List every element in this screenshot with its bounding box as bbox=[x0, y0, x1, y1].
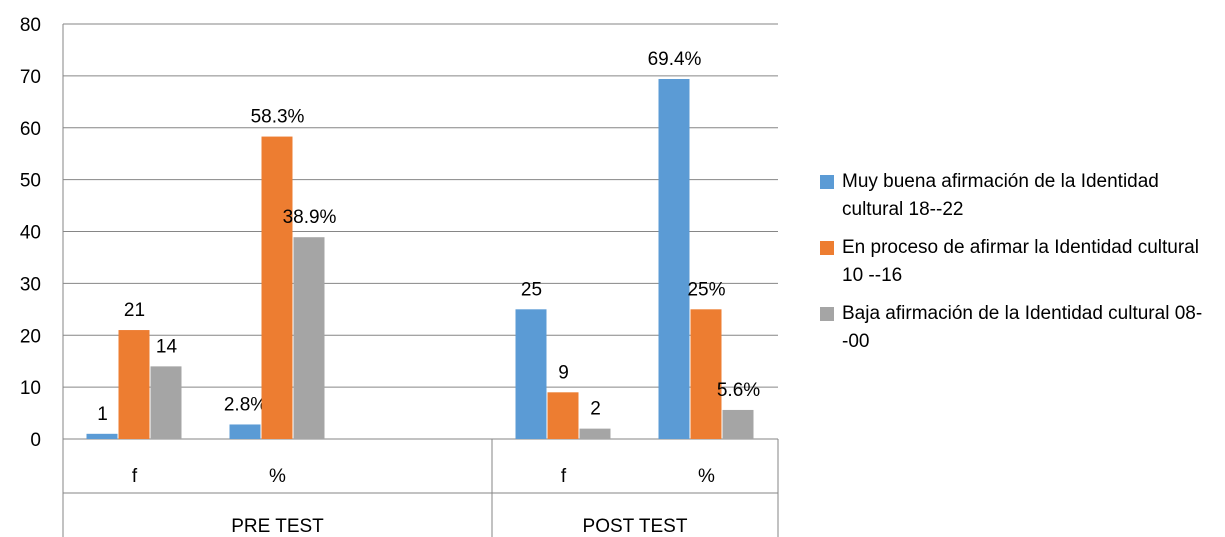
y-tick-label: 30 bbox=[20, 274, 41, 295]
y-tick-label: 60 bbox=[20, 119, 41, 140]
legend-label: En proceso de afirmar la Identidad cultu… bbox=[842, 237, 1199, 286]
y-tick-label: 40 bbox=[20, 223, 41, 244]
y-tick-label: 20 bbox=[20, 326, 41, 347]
data-label: 2 bbox=[590, 399, 601, 420]
data-label: 5.6% bbox=[717, 380, 760, 401]
y-tick-label: 10 bbox=[20, 378, 41, 399]
legend-swatch bbox=[820, 307, 834, 321]
bar bbox=[579, 428, 611, 439]
bar bbox=[722, 409, 754, 439]
bar bbox=[229, 424, 261, 439]
bar bbox=[658, 78, 690, 440]
legend-swatch bbox=[820, 241, 834, 255]
legend-swatch bbox=[820, 175, 834, 189]
data-label: 9 bbox=[558, 362, 569, 383]
bar bbox=[515, 309, 547, 439]
group-label: PRE TEST bbox=[231, 516, 324, 537]
x-tick-label: f bbox=[132, 466, 138, 487]
data-label: 2.8% bbox=[224, 394, 267, 415]
data-label: 21 bbox=[124, 300, 145, 321]
y-tick-label: 80 bbox=[20, 15, 41, 36]
bar bbox=[118, 330, 150, 439]
y-tick-label: 0 bbox=[30, 430, 41, 451]
legend-label: Muy buena afirmación de la Identidad cul… bbox=[842, 171, 1159, 220]
data-label: 25 bbox=[521, 279, 542, 300]
bar bbox=[150, 366, 182, 439]
bar bbox=[547, 392, 579, 439]
data-label: 14 bbox=[156, 336, 178, 357]
data-label: 69.4% bbox=[648, 49, 702, 70]
bar bbox=[293, 237, 325, 439]
bar bbox=[690, 309, 722, 439]
data-label: 38.9% bbox=[283, 207, 337, 228]
y-tick-label: 50 bbox=[20, 171, 41, 192]
x-tick-label: f bbox=[561, 466, 567, 487]
data-label: 58.3% bbox=[251, 107, 305, 128]
legend-label: Baja afirmación de la Identidad cultural… bbox=[842, 303, 1203, 352]
legend: Muy buena afirmación de la Identidad cul… bbox=[820, 168, 1220, 366]
group-label: POST TEST bbox=[583, 516, 688, 537]
bar bbox=[86, 433, 118, 439]
x-tick-label: % bbox=[269, 466, 286, 487]
x-tick-label: % bbox=[698, 466, 715, 487]
bar bbox=[261, 136, 293, 439]
legend-item: En proceso de afirmar la Identidad cultu… bbox=[820, 234, 1220, 290]
legend-item: Muy buena afirmación de la Identidad cul… bbox=[820, 168, 1220, 224]
y-tick-label: 70 bbox=[20, 67, 41, 88]
data-label: 1 bbox=[97, 404, 108, 425]
data-label: 25% bbox=[687, 279, 725, 300]
legend-item: Baja afirmación de la Identidad cultural… bbox=[820, 300, 1220, 356]
